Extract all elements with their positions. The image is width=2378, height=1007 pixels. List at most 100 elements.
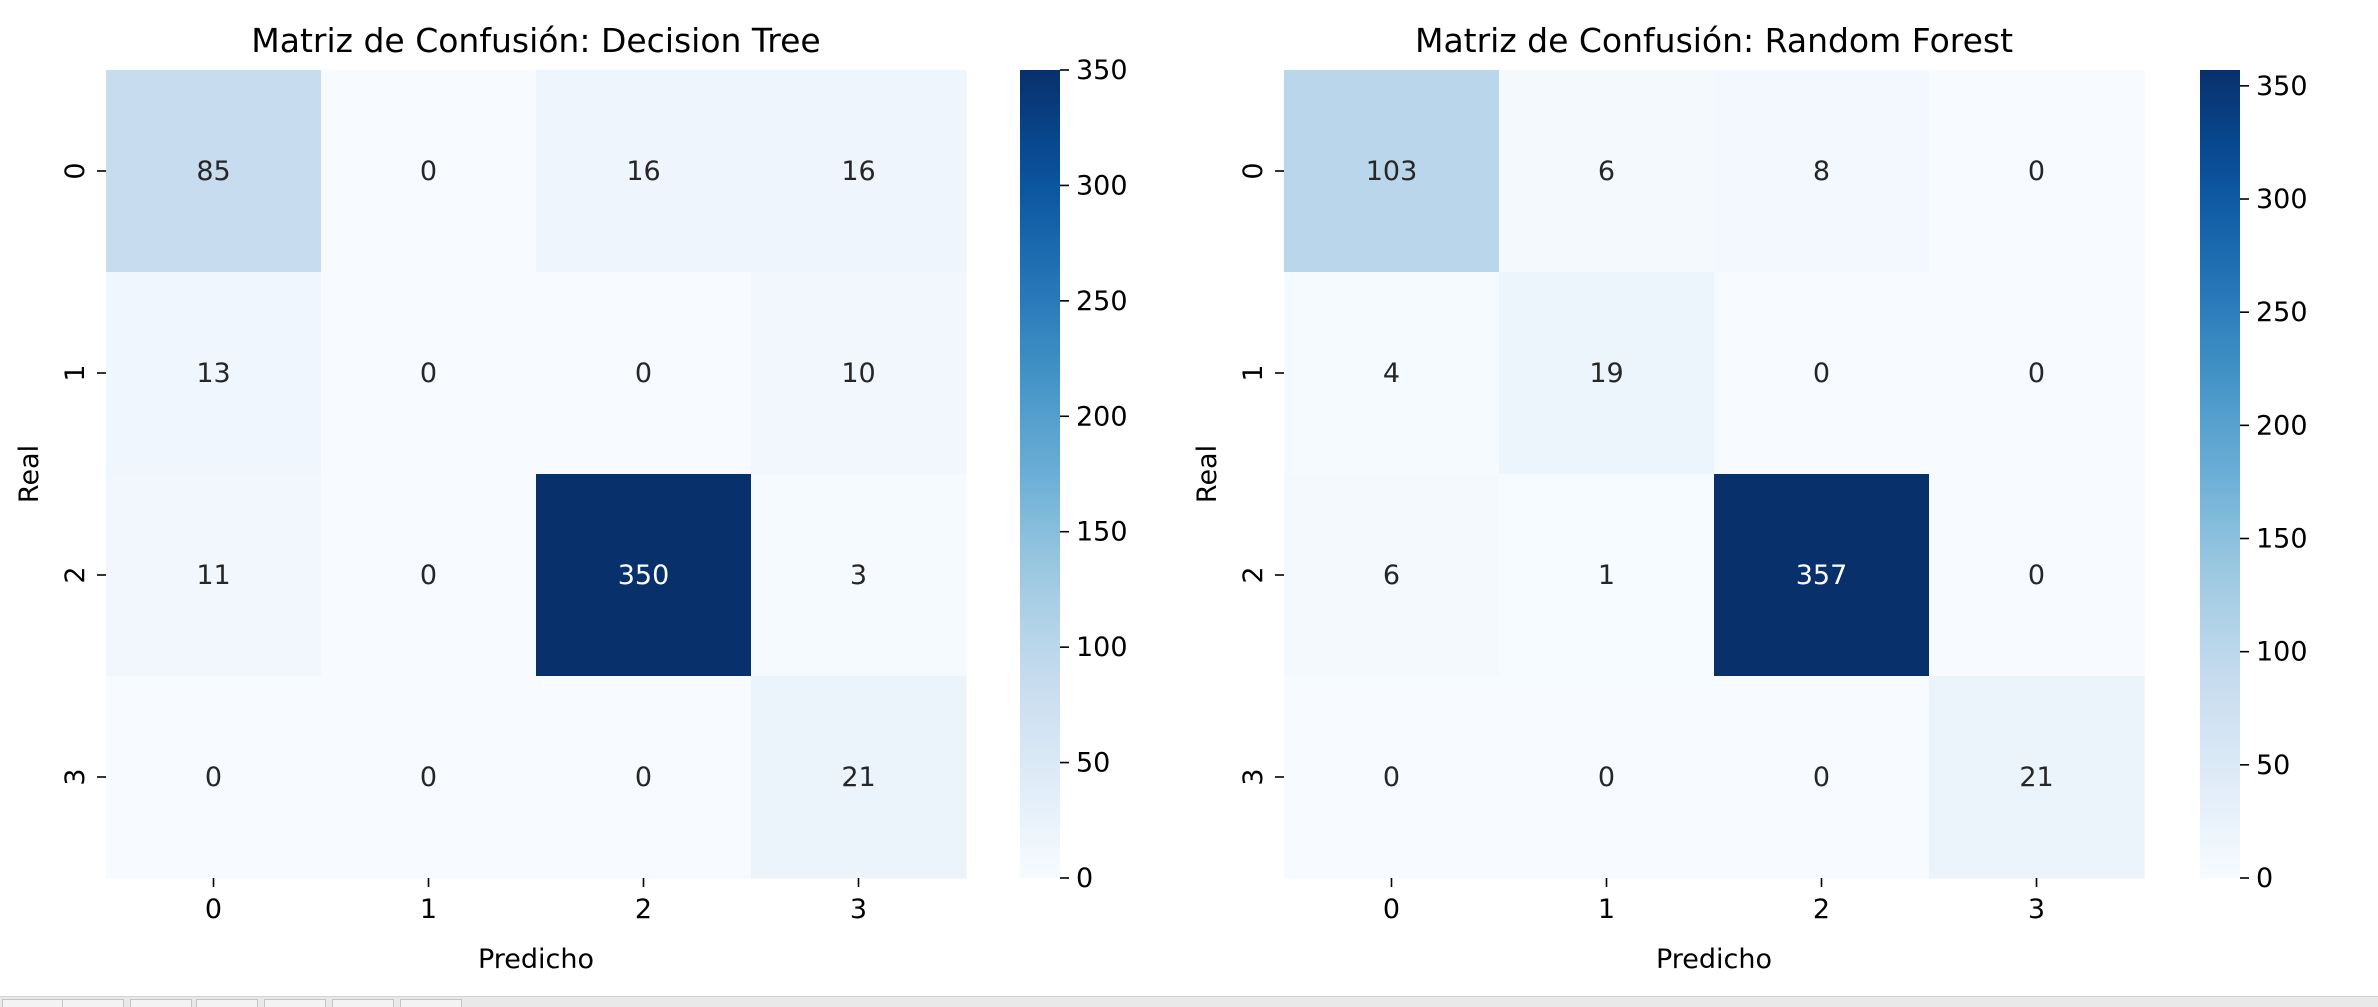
cell-value-label: 0 — [2028, 156, 2045, 187]
colorbar-tick-label: 100 — [1076, 632, 1128, 663]
chart-title: Matriz de Confusión: Decision Tree — [251, 21, 820, 60]
cell-value-label: 0 — [1598, 762, 1615, 793]
colorbar-tick-label: 350 — [2256, 71, 2308, 102]
cell-value-label: 0 — [2028, 560, 2045, 591]
colorbar-tick-label: 0 — [2256, 863, 2273, 894]
heatmap-cell — [751, 474, 967, 677]
heatmap-cell — [1714, 70, 1930, 273]
heatmap-cell — [536, 676, 752, 879]
cell-value-label: 8 — [1813, 156, 1830, 187]
cell-value-label: 0 — [420, 156, 437, 187]
y-tick-label: 1 — [1238, 364, 1269, 381]
cell-value-label: 350 — [618, 560, 670, 591]
cell-value-label: 6 — [1598, 156, 1615, 187]
x-tick-label: 3 — [850, 894, 867, 925]
cell-value-label: 10 — [841, 358, 875, 389]
heatmap-cell — [1929, 70, 2145, 273]
colorbar-tick-label: 200 — [2256, 410, 2308, 441]
colorbar — [1020, 70, 1060, 878]
cell-value-label: 357 — [1796, 560, 1848, 591]
taskbar-tab[interactable] — [264, 999, 326, 1007]
heatmap-cell — [1929, 272, 2145, 475]
heatmap-cell — [1714, 272, 1930, 475]
heatmap-cell — [536, 70, 752, 273]
colorbar-tick-label: 250 — [1076, 286, 1128, 317]
heatmap-cell — [1284, 70, 1500, 273]
heatmap-cell — [1499, 676, 1715, 879]
cell-value-label: 0 — [1813, 762, 1830, 793]
cell-value-label: 103 — [1366, 156, 1418, 187]
cell-value-label: 13 — [196, 358, 230, 389]
taskbar-tab[interactable] — [130, 999, 192, 1007]
cell-value-label: 6 — [1383, 560, 1400, 591]
colorbar-tick-label: 200 — [1076, 401, 1128, 432]
cell-value-label: 0 — [2028, 358, 2045, 389]
heatmap-cell — [751, 70, 967, 273]
heatmap-cell — [536, 272, 752, 475]
colorbar-tick-label: 300 — [2256, 184, 2308, 215]
heatmap-cell — [1499, 70, 1715, 273]
y-axis-label: Real — [1192, 445, 1223, 503]
colorbar-tick-label: 350 — [1076, 55, 1128, 86]
x-tick-label: 2 — [1813, 894, 1830, 925]
colorbar-tick-label: 50 — [1076, 748, 1110, 779]
cell-value-label: 3 — [850, 560, 867, 591]
heatmap-cell — [1929, 474, 2145, 677]
heatmap-cell — [1929, 676, 2145, 879]
y-axis-label: Real — [14, 445, 45, 503]
heatmap-cell — [106, 676, 322, 879]
taskbar-tab[interactable] — [332, 999, 394, 1007]
cell-value-label: 21 — [2019, 762, 2053, 793]
taskbar-tab[interactable] — [62, 999, 124, 1007]
heatmap-cell — [106, 474, 322, 677]
heatmap-cell — [321, 272, 537, 475]
cell-value-label: 0 — [1383, 762, 1400, 793]
cell-value-label: 0 — [420, 560, 437, 591]
x-tick-label: 1 — [420, 894, 437, 925]
cell-value-label: 16 — [841, 156, 875, 187]
chart-title: Matriz de Confusión: Random Forest — [1415, 21, 2013, 60]
colorbar-tick-label: 250 — [2256, 297, 2308, 328]
x-tick-label: 3 — [2028, 894, 2045, 925]
heatmap-cell — [1284, 676, 1500, 879]
heatmap-cell — [321, 676, 537, 879]
heatmap-cell — [1499, 474, 1715, 677]
taskbar-tab[interactable] — [196, 999, 258, 1007]
heatmap-cell — [321, 70, 537, 273]
x-tick-label: 0 — [1383, 894, 1400, 925]
colorbar-tick-label: 150 — [2256, 524, 2308, 555]
y-tick-label: 1 — [60, 364, 91, 381]
heatmap-cell — [1284, 272, 1500, 475]
x-axis-label: Predicho — [478, 944, 594, 975]
y-tick-label: 2 — [60, 566, 91, 583]
cell-value-label: 0 — [635, 358, 652, 389]
heatmap-cell — [321, 474, 537, 677]
colorbar-tick-label: 0 — [1076, 863, 1093, 894]
cell-value-label: 0 — [420, 762, 437, 793]
heatmap-cell — [1714, 474, 1930, 677]
taskbar-tab[interactable] — [400, 999, 462, 1007]
cell-value-label: 85 — [196, 156, 230, 187]
heatmap-cell — [1499, 272, 1715, 475]
x-axis-label: Predicho — [1656, 944, 1772, 975]
heatmap-cell — [751, 272, 967, 475]
cell-value-label: 0 — [1813, 358, 1830, 389]
heatmap-cell — [1284, 474, 1500, 677]
cell-value-label: 19 — [1589, 358, 1623, 389]
cell-value-label: 4 — [1383, 358, 1400, 389]
y-tick-label: 0 — [1238, 162, 1269, 179]
colorbar-tick-label: 150 — [1076, 517, 1128, 548]
heatmap-cell — [1714, 676, 1930, 879]
y-tick-label: 3 — [60, 768, 91, 785]
cell-value-label: 1 — [1598, 560, 1615, 591]
cell-value-label: 21 — [841, 762, 875, 793]
cell-value-label: 16 — [626, 156, 660, 187]
cell-value-label: 0 — [205, 762, 222, 793]
bottom-taskbar-strip — [0, 996, 2378, 1007]
x-tick-label: 0 — [205, 894, 222, 925]
y-tick-label: 3 — [1238, 768, 1269, 785]
heatmap-cell — [536, 474, 752, 677]
colorbar — [2200, 70, 2240, 878]
heatmap-cell — [751, 676, 967, 879]
